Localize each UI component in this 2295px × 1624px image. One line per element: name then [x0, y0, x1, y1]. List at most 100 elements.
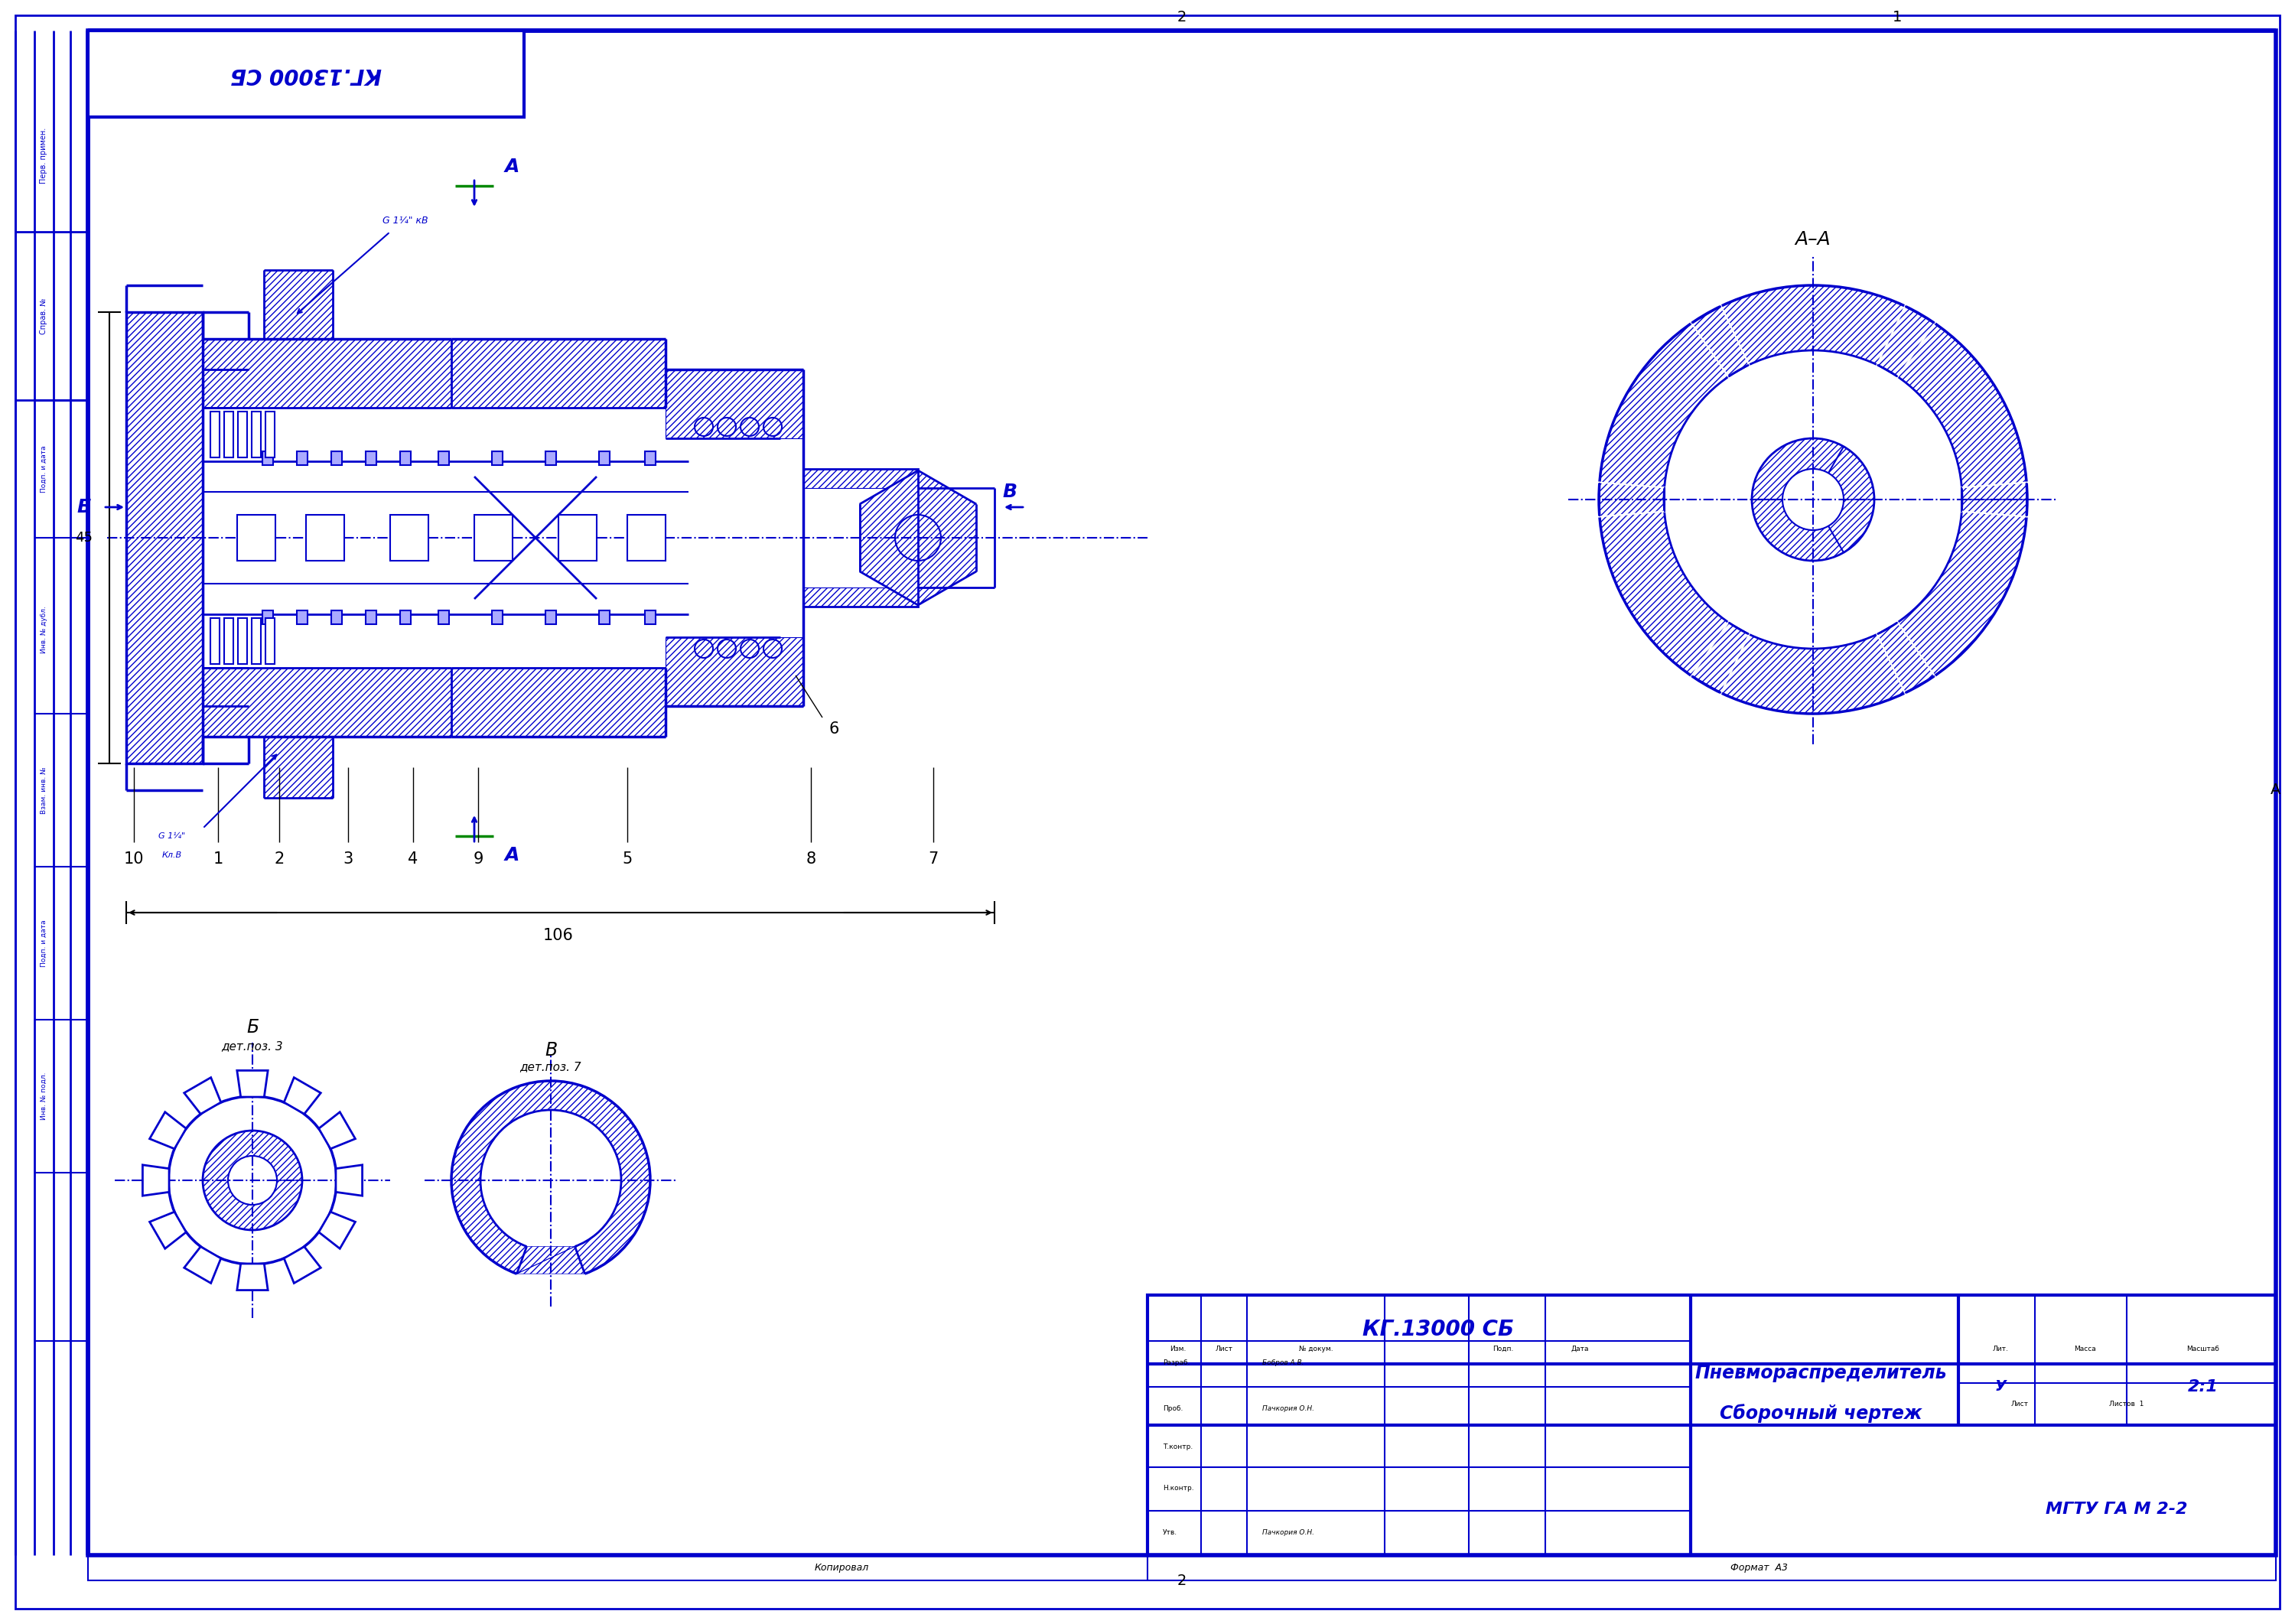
Bar — [239, 619, 248, 664]
Text: Листов  1: Листов 1 — [2109, 1400, 2144, 1406]
Bar — [558, 515, 597, 560]
Text: А: А — [505, 846, 519, 864]
Text: Проб.: Проб. — [1164, 1405, 1182, 1411]
Bar — [225, 619, 234, 664]
Polygon shape — [803, 469, 918, 489]
Text: 6: 6 — [828, 721, 840, 737]
Polygon shape — [452, 667, 666, 737]
Bar — [296, 611, 308, 624]
Polygon shape — [264, 270, 333, 339]
Text: Сборочный чертеж: Сборочный чертеж — [1719, 1405, 1921, 1423]
Bar — [365, 611, 376, 624]
Bar — [262, 611, 273, 624]
Text: В: В — [1003, 482, 1017, 502]
Bar — [296, 451, 308, 464]
Polygon shape — [452, 339, 666, 408]
Text: 10: 10 — [124, 851, 145, 867]
Polygon shape — [666, 370, 803, 438]
Bar — [491, 611, 503, 624]
Polygon shape — [1751, 438, 1875, 560]
Bar — [252, 411, 262, 458]
Bar — [399, 611, 411, 624]
Polygon shape — [202, 339, 452, 408]
Bar — [87, 31, 523, 117]
Bar — [87, 1556, 2277, 1580]
Text: У: У — [1994, 1380, 2006, 1393]
Text: 7: 7 — [927, 851, 939, 867]
Polygon shape — [803, 588, 918, 607]
Polygon shape — [149, 1112, 186, 1148]
Text: Лит.: Лит. — [1992, 1345, 2008, 1353]
Text: Инв. № подл.: Инв. № подл. — [39, 1072, 46, 1121]
Bar — [645, 611, 656, 624]
Text: А–А: А–А — [1795, 231, 1831, 248]
Text: Подп. и дата: Подп. и дата — [39, 919, 46, 966]
Text: Н.контр.: Н.контр. — [1164, 1486, 1193, 1492]
Polygon shape — [285, 1077, 321, 1114]
Text: 5: 5 — [622, 851, 633, 867]
Text: Разраб.: Разраб. — [1164, 1359, 1189, 1366]
Bar — [266, 411, 275, 458]
Polygon shape — [184, 1247, 220, 1283]
Text: КГ.13000 СБ: КГ.13000 СБ — [230, 63, 381, 84]
Bar — [239, 411, 248, 458]
Text: Копировал: Копировал — [815, 1564, 870, 1574]
Bar — [627, 515, 666, 560]
Text: № докум.: № докум. — [1299, 1345, 1333, 1353]
Text: дет.поз. 3: дет.поз. 3 — [223, 1041, 282, 1052]
Text: Подп.: Подп. — [1492, 1345, 1515, 1353]
Polygon shape — [142, 1164, 170, 1195]
Text: 8: 8 — [806, 851, 817, 867]
Bar — [390, 515, 429, 560]
Text: Подп. и дата: Подп. и дата — [39, 445, 46, 492]
Text: 2: 2 — [1177, 10, 1187, 24]
Text: G 1¼": G 1¼" — [158, 831, 186, 840]
Text: Т.контр.: Т.контр. — [1164, 1444, 1193, 1450]
Text: 106: 106 — [544, 927, 574, 944]
Text: Кл.В: Кл.В — [163, 851, 181, 859]
Polygon shape — [1600, 286, 2026, 713]
Bar — [211, 619, 220, 664]
Polygon shape — [285, 1247, 321, 1283]
Bar — [599, 611, 610, 624]
Polygon shape — [236, 1070, 269, 1096]
Bar — [262, 451, 273, 464]
Polygon shape — [319, 1112, 356, 1148]
Bar — [599, 451, 610, 464]
Bar — [305, 515, 344, 560]
Text: Масса: Масса — [2075, 1345, 2095, 1353]
Bar — [803, 469, 918, 607]
Text: 2: 2 — [273, 851, 285, 867]
Text: 4: 4 — [409, 851, 418, 867]
Polygon shape — [452, 1082, 649, 1273]
Bar — [546, 451, 555, 464]
Bar — [252, 619, 262, 664]
Text: Пневмораспределитель: Пневмораспределитель — [1694, 1364, 1946, 1382]
Text: А: А — [505, 158, 519, 175]
Bar — [266, 619, 275, 664]
Bar — [645, 451, 656, 464]
Text: A: A — [2270, 783, 2281, 797]
Text: Утв.: Утв. — [1164, 1528, 1177, 1536]
Bar — [475, 515, 512, 560]
Text: Б: Б — [78, 499, 92, 516]
Text: 3: 3 — [342, 851, 353, 867]
Polygon shape — [202, 667, 452, 737]
Text: КГ.13000 СБ: КГ.13000 СБ — [1363, 1319, 1515, 1340]
Bar — [236, 515, 275, 560]
Bar — [126, 312, 202, 763]
Text: 1: 1 — [1893, 10, 1903, 24]
Polygon shape — [126, 312, 202, 763]
Bar — [365, 451, 376, 464]
Text: Взам. инв. №: Взам. инв. № — [39, 767, 46, 814]
Text: В: В — [544, 1041, 558, 1059]
Text: 2: 2 — [1177, 1574, 1187, 1588]
Text: Инв. № дубл.: Инв. № дубл. — [39, 606, 46, 653]
Text: дет.поз. 7: дет.поз. 7 — [521, 1062, 581, 1073]
Text: Дата: Дата — [1570, 1345, 1588, 1353]
Bar — [438, 451, 450, 464]
Bar — [399, 451, 411, 464]
Text: Формат  А3: Формат А3 — [1730, 1564, 1788, 1574]
Text: G 1¼" кВ: G 1¼" кВ — [383, 216, 429, 226]
Text: 45: 45 — [76, 531, 92, 544]
